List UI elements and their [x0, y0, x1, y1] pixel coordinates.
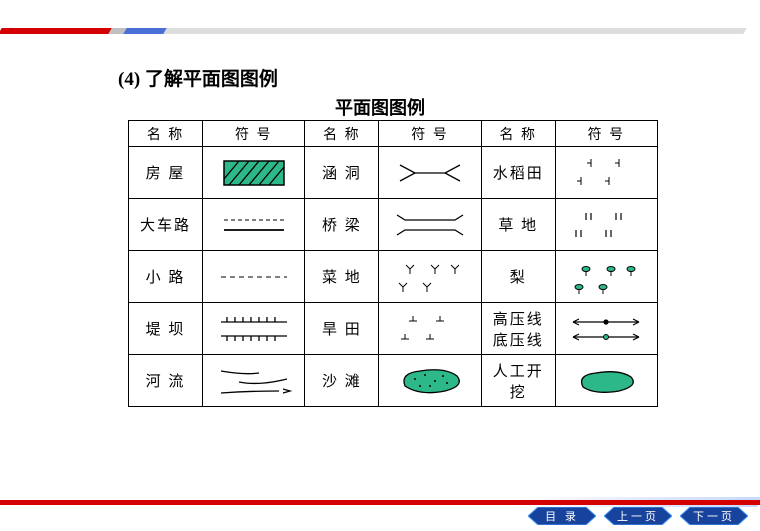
legend-symbol-excavate [555, 355, 657, 407]
col-symbol-header: 符 号 [203, 121, 305, 147]
legend-name: 梨 [481, 251, 555, 303]
legend-table-wrap: 名 称符 号名 称符 号名 称符 号房 屋涵 洞水稻田大车路桥 梁草 地小 路菜… [128, 120, 658, 407]
col-symbol-header: 符 号 [555, 121, 657, 147]
legend-name: 河 流 [129, 355, 203, 407]
legend-symbol-dam [203, 303, 305, 355]
nav-button[interactable]: 目 录 [528, 507, 596, 525]
legend-name: 高压线底压线 [481, 303, 555, 355]
legend-symbol-road [203, 199, 305, 251]
bottom-accent-red [0, 500, 760, 505]
col-name-header: 名 称 [129, 121, 203, 147]
legend-name: 草 地 [481, 199, 555, 251]
legend-symbol-culvert [379, 147, 481, 199]
legend-name: 旱 田 [305, 303, 379, 355]
top-accent-bar [0, 28, 760, 34]
legend-name: 堤 坝 [129, 303, 203, 355]
nav-bar: 目 录上一页下一页 [528, 507, 760, 525]
legend-symbol-orchard [555, 251, 657, 303]
legend-symbol-dryfield [379, 303, 481, 355]
legend-symbol-beach [379, 355, 481, 407]
legend-name: 水稻田 [481, 147, 555, 199]
legend-symbol-paddy [555, 147, 657, 199]
legend-name: 人工开挖 [481, 355, 555, 407]
legend-symbol-house [203, 147, 305, 199]
nav-button[interactable]: 下一页 [680, 507, 748, 525]
legend-symbol-path [203, 251, 305, 303]
legend-table: 名 称符 号名 称符 号名 称符 号房 屋涵 洞水稻田大车路桥 梁草 地小 路菜… [128, 120, 658, 407]
section-heading: (4) 了解平面图图例 [118, 64, 278, 91]
legend-name: 涵 洞 [305, 147, 379, 199]
nav-button[interactable]: 上一页 [604, 507, 672, 525]
legend-symbol-power [555, 303, 657, 355]
col-symbol-header: 符 号 [379, 121, 481, 147]
col-name-header: 名 称 [481, 121, 555, 147]
legend-symbol-river [203, 355, 305, 407]
legend-symbol-bridge [379, 199, 481, 251]
legend-name: 菜 地 [305, 251, 379, 303]
table-title: 平面图图例 [0, 94, 760, 120]
legend-name: 房 屋 [129, 147, 203, 199]
legend-name: 桥 梁 [305, 199, 379, 251]
legend-symbol-grass [555, 199, 657, 251]
legend-name: 沙 滩 [305, 355, 379, 407]
legend-name: 小 路 [129, 251, 203, 303]
col-name-header: 名 称 [305, 121, 379, 147]
legend-name: 大车路 [129, 199, 203, 251]
legend-symbol-veg [379, 251, 481, 303]
